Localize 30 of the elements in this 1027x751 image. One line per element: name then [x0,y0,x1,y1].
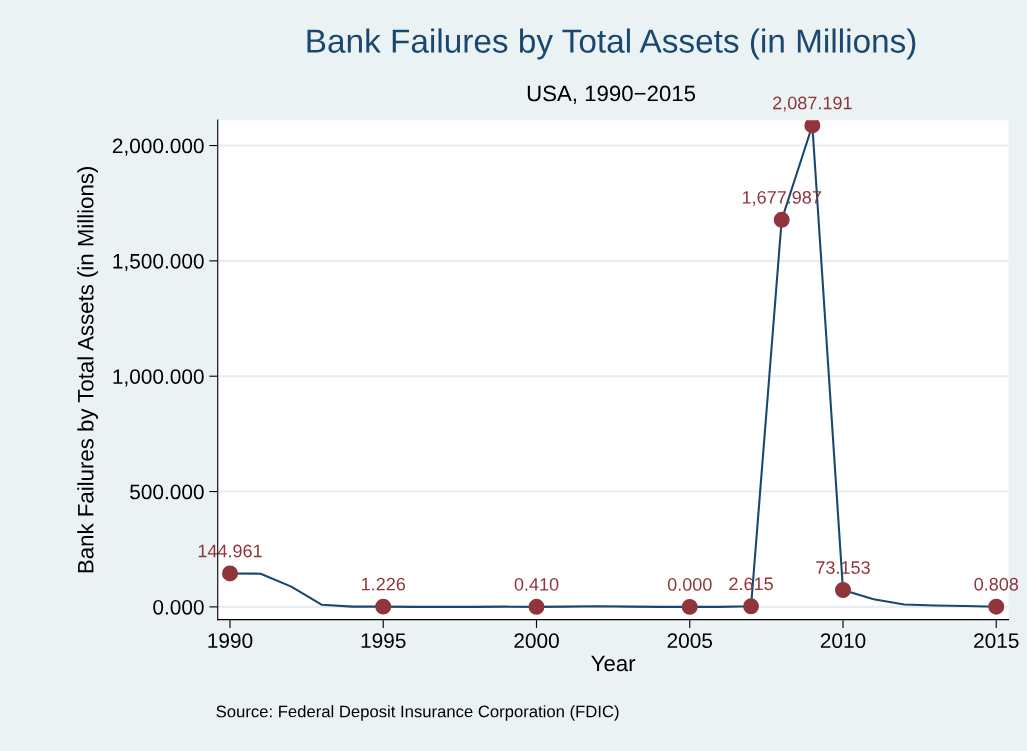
chart-title: Bank Failures by Total Assets (in Millions) [307,28,916,60]
x-tick-label: 2005 [667,633,713,649]
data-label: 0.410 [514,577,559,591]
point [743,598,760,615]
data-label: 0.808 [974,577,1019,591]
y-axis-title: Bank Failures by Total Assets (in Millions) [77,167,98,573]
y-tick-label: 500.000 [130,484,204,500]
y-tick-label: 2,000.000 [112,138,204,156]
point [773,211,790,228]
data-label: 2,087.191 [773,96,852,112]
x-tick-label: 2010 [820,633,866,649]
point [222,565,238,582]
source-note: Source: Federal Deposit Insurance Corporation (FDIC) [216,705,619,721]
y-tick-label: 0.000 [153,599,204,615]
data-label: 0.000 [667,578,712,591]
point [835,582,851,598]
point [804,120,821,134]
chart-subtitle: USA, 1990−2015 [527,85,696,104]
point [681,598,698,615]
x-tick-label: 2000 [514,633,559,649]
point [375,598,392,615]
x-tick-label: 1990 [208,633,253,649]
point [528,598,545,615]
point [988,598,1005,615]
y-tick-label: 1,000.000 [113,369,204,387]
x-tick-label: 1995 [361,633,406,649]
x-tick-label: 2015 [974,633,1019,649]
x-axis-title: Year [591,655,636,672]
y-tick-label: 1,500.000 [113,253,204,272]
data-label: 1.226 [362,577,406,591]
